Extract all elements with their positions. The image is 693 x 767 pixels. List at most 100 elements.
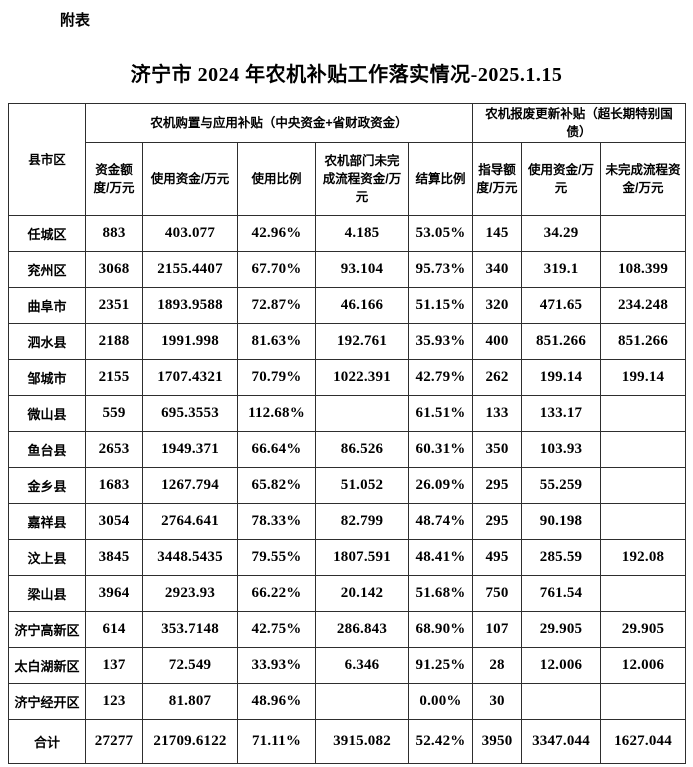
row-label: 兖州区	[8, 251, 86, 289]
data-cell-col-1: 559	[85, 395, 143, 433]
table-header-group-row: 县市区 农机购置与应用补贴（中央资金+省财政资金） 农机报废更新补贴（超长期特别…	[8, 102, 687, 217]
data-cell-col-8: 29.905	[600, 611, 687, 649]
data-cell-col-6: 107	[472, 611, 523, 649]
data-cell-col-8	[600, 215, 687, 253]
data-cell-col-2: 81.807	[142, 683, 238, 721]
data-cell-col-4: 192.761	[315, 323, 409, 361]
data-cell-col-1: 2155	[85, 359, 143, 397]
sub-header-col-8: 未完成流程资金/万元	[600, 142, 687, 217]
data-cell-col-1: 2351	[85, 287, 143, 325]
data-cell-col-3: 70.79%	[237, 359, 316, 397]
data-cell-col-6: 295	[472, 467, 523, 505]
row-label: 泗水县	[8, 323, 86, 361]
data-cell-col-8: 234.248	[600, 287, 687, 325]
data-cell-col-6: 28	[472, 647, 523, 685]
data-cell-col-7: 761.54	[521, 575, 602, 613]
sub-header-col-1: 资金额度/万元	[85, 142, 143, 217]
data-cell-col-6: 340	[472, 251, 523, 289]
data-cell-col-4: 3915.082	[315, 719, 409, 765]
data-cell-col-6: 750	[472, 575, 523, 613]
data-cell-col-8	[600, 575, 687, 613]
data-cell-col-1: 883	[85, 215, 143, 253]
table-row: 梁山县 3964 2923.93 66.22% 20.142 51.68% 750 761.5…	[8, 575, 687, 613]
data-cell-col-7: 851.266	[521, 323, 602, 361]
data-cell-col-7: 319.1	[521, 251, 602, 289]
data-cell-col-8: 192.08	[600, 539, 687, 577]
row-label: 金乡县	[8, 467, 86, 505]
sub-header-col-5: 结算比例	[407, 142, 474, 217]
data-cell-col-3: 72.87%	[237, 287, 316, 325]
attachment-label: 附表	[60, 12, 91, 29]
data-cell-col-6: 495	[472, 539, 523, 577]
row-label: 济宁经开区	[8, 683, 86, 721]
data-cell-col-8	[600, 683, 687, 721]
sub-header-col-2: 使用资金/万元	[142, 142, 238, 217]
data-cell-col-3: 42.75%	[237, 611, 316, 649]
data-cell-col-4: 286.843	[315, 611, 409, 649]
row-label: 任城区	[8, 215, 86, 253]
page-title: 济宁市 2024 年农机补贴工作落实情况-2025.1.15	[130, 64, 563, 86]
data-cell-col-2: 2155.4407	[142, 251, 238, 289]
row-label: 济宁高新区	[8, 611, 86, 649]
data-cell-col-2: 3448.5435	[142, 539, 238, 577]
data-cell-col-8: 12.006	[600, 647, 687, 685]
data-cell-col-3: 48.96%	[237, 683, 316, 721]
data-cell-col-4: 4.185	[315, 215, 409, 253]
table-row: 太白湖新区 137 72.549 33.93% 6.346 91.25% 28 12.006 1…	[8, 647, 687, 685]
data-cell-col-8	[600, 467, 687, 505]
data-cell-col-5: 48.41%	[407, 539, 474, 577]
data-cell-col-6: 295	[472, 503, 523, 541]
data-cell-col-1: 2653	[85, 431, 143, 469]
data-cell-col-3: 67.70%	[237, 251, 316, 289]
table-row: 微山县 559 695.3553 112.68% 61.51% 133 133.17	[8, 395, 687, 433]
data-cell-col-2: 695.3553	[142, 395, 238, 433]
data-cell-col-4: 93.104	[315, 251, 409, 289]
data-cell-col-5: 51.15%	[407, 287, 474, 325]
data-cell-col-2: 403.077	[142, 215, 238, 253]
table-row: 邹城市 2155 1707.4321 70.79% 1022.391 42.79% 262 1…	[8, 359, 687, 397]
data-cell-col-5: 0.00%	[407, 683, 474, 721]
data-cell-col-3: 81.63%	[237, 323, 316, 361]
corner-header: 县市区	[8, 102, 86, 217]
data-cell-col-2: 1267.794	[142, 467, 238, 505]
data-cell-col-5: 51.68%	[407, 575, 474, 613]
data-cell-col-1: 614	[85, 611, 143, 649]
data-cell-col-4: 1807.591	[315, 539, 409, 577]
data-cell-col-8: 108.399	[600, 251, 687, 289]
data-cell-col-2: 1949.371	[142, 431, 238, 469]
group-header-purchase-subsidy: 农机购置与应用补贴（中央资金+省财政资金）	[84, 102, 474, 144]
data-cell-col-3: 78.33%	[237, 503, 316, 541]
data-cell-col-1: 3068	[85, 251, 143, 289]
data-cell-col-3: 33.93%	[237, 647, 316, 685]
data-cell-col-6: 3950	[472, 719, 523, 765]
row-label: 邹城市	[8, 359, 86, 397]
data-cell-col-6: 400	[472, 323, 523, 361]
row-label: 合计	[8, 719, 86, 765]
data-cell-col-7: 34.29	[521, 215, 602, 253]
data-cell-col-3: 66.22%	[237, 575, 316, 613]
data-cell-col-4	[315, 395, 409, 433]
data-cell-col-8	[600, 503, 687, 541]
table-row: 鱼台县 2653 1949.371 66.64% 86.526 60.31% 350 103.…	[8, 431, 687, 469]
data-cell-col-6: 262	[472, 359, 523, 397]
data-cell-col-4: 51.052	[315, 467, 409, 505]
data-cell-col-3: 42.96%	[237, 215, 316, 253]
table-row: 济宁高新区 614 353.7148 42.75% 286.843 68.90% 107 29…	[8, 611, 687, 649]
data-cell-col-1: 3054	[85, 503, 143, 541]
sub-header-col-4: 农机部门未完成流程资金/万元	[315, 142, 409, 217]
data-cell-col-1: 27277	[85, 719, 143, 765]
data-cell-col-5: 91.25%	[407, 647, 474, 685]
row-label: 微山县	[8, 395, 86, 433]
data-cell-col-7: 285.59	[521, 539, 602, 577]
sub-header-col-7: 使用资金/万元	[521, 142, 602, 217]
data-cell-col-7: 471.65	[521, 287, 602, 325]
data-cell-col-2: 2764.641	[142, 503, 238, 541]
data-cell-col-3: 66.64%	[237, 431, 316, 469]
data-cell-col-3: 112.68%	[237, 395, 316, 433]
data-cell-col-5: 60.31%	[407, 431, 474, 469]
row-label: 汶上县	[8, 539, 86, 577]
data-cell-col-5: 52.42%	[407, 719, 474, 765]
data-cell-col-6: 320	[472, 287, 523, 325]
data-cell-col-7: 90.198	[521, 503, 602, 541]
